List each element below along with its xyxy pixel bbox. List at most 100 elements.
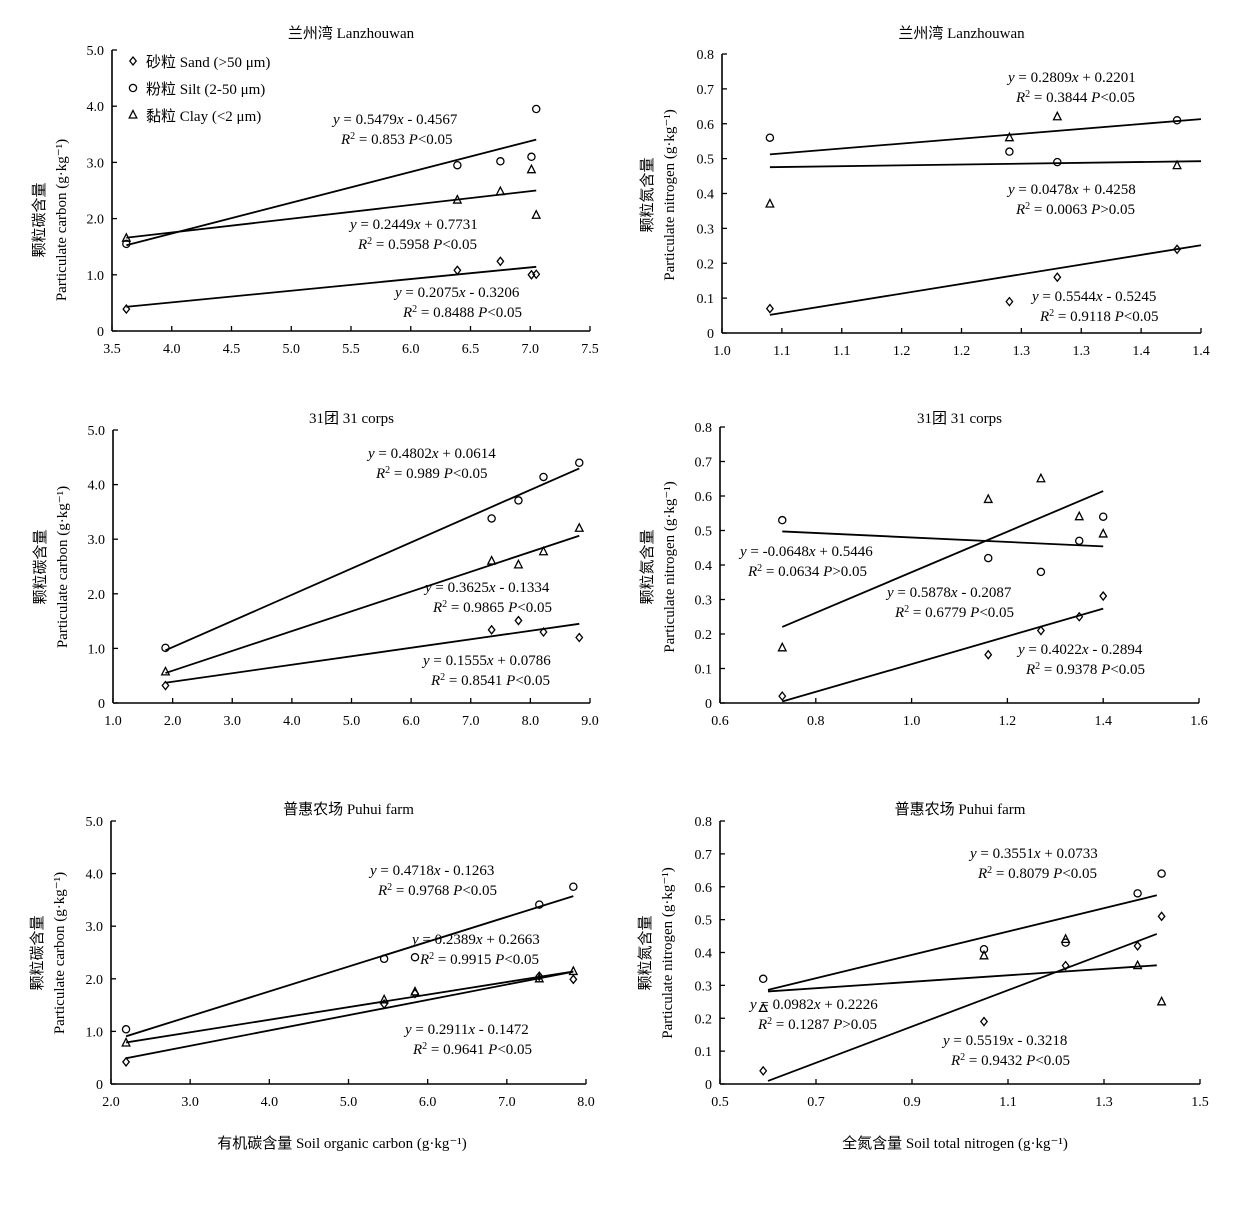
fit-circle-r2: R2 = 0.989 P<0.05 <box>375 465 488 483</box>
data-point-triangle <box>1060 933 1071 943</box>
data-point-diamond <box>1053 272 1062 283</box>
data-point-triangle <box>979 949 989 960</box>
panel-title: 31团 31 corps <box>309 410 394 427</box>
fit-line-triangle <box>125 970 574 1044</box>
x-tick-label: 1.0 <box>713 344 731 359</box>
panel-corps31-carbon: 31团 31 corps 0 1.0 2.0 3.0 4.0 5.0 1.0 2.0 3.0 4.0… <box>32 410 599 729</box>
y-tick-label: 0 <box>705 1078 712 1093</box>
fit-line-circle <box>165 467 580 652</box>
fit-triangle-equation: y = 0.3625x - 0.1334 <box>423 580 550 596</box>
panel-corps31-nitrogen: 31团 31 corps 0 0.1 0.2 0.3 0.4 0.5 0.6 0.7 0.8 0.6… <box>639 410 1208 729</box>
data-point-triangle <box>121 232 132 242</box>
y-axis-label-en: Particulate carbon (g·kg⁻¹) <box>52 872 68 1034</box>
data-point-triangle <box>1004 131 1015 142</box>
panel-title: 兰州湾 Lanzhouwan <box>898 25 1025 42</box>
data-point-circle <box>758 974 768 984</box>
data-point-circle <box>1053 157 1062 167</box>
fit-line-triangle <box>781 490 1104 628</box>
y-tick-label: 0.6 <box>695 881 713 896</box>
data-point-circle <box>575 458 584 468</box>
x-tick-label: 1.2 <box>893 344 911 359</box>
fit-diamond-equation: y = 0.4022x - 0.2894 <box>1016 642 1143 658</box>
y-tick-label: 0 <box>98 697 105 712</box>
y-tick-label: 2.0 <box>86 973 104 988</box>
data-point-triangle <box>1052 110 1063 121</box>
data-point-diamond <box>1157 911 1166 922</box>
y-tick-label: 4.0 <box>87 100 105 115</box>
fit-circle-equation: y = 0.0478x + 0.4258 <box>1006 182 1136 198</box>
panel-title: 兰州湾 Lanzhouwan <box>288 25 415 42</box>
x-tick-label: 0.5 <box>711 1095 729 1110</box>
y-tick-label: 0.6 <box>695 490 713 505</box>
fit-circle-r2: R2 = 0.0063 P>0.05 <box>1015 201 1135 219</box>
data-point-triangle <box>1098 528 1109 538</box>
fit-line-triangle <box>165 534 580 674</box>
y-tick-label: 0.1 <box>697 292 715 307</box>
y-axis-label: 颗粒氮含量 Particulate nitrogen (g·kg⁻¹) <box>639 481 678 653</box>
x-tick-label: 3.5 <box>103 342 121 357</box>
y-tick-label: 0.5 <box>697 153 715 168</box>
data-point-diamond <box>514 615 523 626</box>
fit-line-circle <box>126 138 537 247</box>
data-point-diamond <box>487 624 496 635</box>
data-point-circle <box>778 515 787 525</box>
data-point-circle <box>1157 869 1166 878</box>
x-tick-label: 1.3 <box>1095 1095 1113 1110</box>
data-point-circle <box>1098 512 1108 521</box>
panel-lanzhouwan-carbon: 兰州湾 Lanzhouwan 0 1.0 2.0 3.0 4.0 5.0 3.5 4.0 4.5 5… <box>31 25 599 357</box>
data-point-diamond <box>979 1016 989 1027</box>
data-point-diamond <box>984 649 993 660</box>
x-tick-label: 9.0 <box>581 714 599 729</box>
legend-label-diamond: 砂粒 Sand (>50 μm) <box>146 54 270 71</box>
data-point-triangle <box>765 198 775 208</box>
data-point-diamond <box>759 1065 768 1076</box>
x-tick-label: 1.0 <box>104 714 122 729</box>
fit-line-circle <box>769 160 1202 169</box>
y-axis-label: 颗粒氮含量 Particulate nitrogen (g·kg⁻¹) <box>637 867 676 1039</box>
panel-title: 31团 31 corps <box>917 410 1002 427</box>
y-tick-label: 0 <box>97 325 104 340</box>
x-tick-label: 5.0 <box>340 1095 358 1110</box>
fit-diamond-equation: y = 0.5519x - 0.3218 <box>941 1033 1067 1049</box>
fit-triangle-equation: y = 0.0982x + 0.2226 <box>748 997 878 1013</box>
fit-line-diamond <box>767 933 1158 1082</box>
fit-line-diamond <box>769 244 1202 316</box>
data-point-triangle <box>777 641 788 652</box>
data-point-circle <box>1005 147 1014 156</box>
fit-diamond-r2: R2 = 0.9641 P<0.05 <box>412 1041 532 1059</box>
y-tick-label: 0.5 <box>695 525 713 540</box>
data-point-triangle <box>1156 995 1167 1006</box>
x-tick-label: 7.0 <box>462 714 480 729</box>
data-point-diamond <box>575 632 584 643</box>
y-tick-label: 0.2 <box>695 1012 713 1027</box>
data-point-diamond <box>765 303 774 314</box>
fit-line-triangle <box>769 118 1202 156</box>
data-point-circle <box>453 160 462 170</box>
fit-triangle-equation: y = 0.2809x + 0.2201 <box>1006 70 1136 86</box>
data-point-triangle <box>160 665 171 676</box>
y-axis-label-en: Particulate nitrogen (g·kg⁻¹) <box>662 481 678 653</box>
x-tick-label: 8.0 <box>577 1095 595 1110</box>
fit-circle-r2: R2 = 0.8079 P<0.05 <box>977 865 1097 883</box>
data-point-circle <box>487 514 496 523</box>
y-tick-label: 2.0 <box>88 588 106 603</box>
data-point-diamond <box>569 974 578 985</box>
fit-line-diamond <box>165 622 580 684</box>
x-tick-label: 1.2 <box>953 344 971 359</box>
x-tick-label: 0.7 <box>807 1095 825 1110</box>
y-tick-label: 0.3 <box>695 979 713 994</box>
data-point-diamond <box>161 680 170 691</box>
fit-diamond-equation: y = 0.2911x - 0.1472 <box>403 1022 529 1038</box>
x-tick-label: 1.4 <box>1192 344 1210 359</box>
y-axis-label-cn: 颗粒碳含量 <box>29 915 46 990</box>
y-axis-label: 颗粒氮含量 Particulate nitrogen (g·kg⁻¹) <box>639 109 678 281</box>
data-point-diamond <box>1099 591 1108 602</box>
fit-diamond-r2: R2 = 0.9432 P<0.05 <box>950 1052 1070 1070</box>
y-tick-label: 4.0 <box>86 868 104 883</box>
data-point-circle <box>569 882 578 892</box>
data-point-triangle <box>452 194 463 204</box>
data-point-diamond <box>778 691 787 702</box>
y-tick-label: 5.0 <box>87 44 105 59</box>
y-tick-label: 5.0 <box>88 424 106 439</box>
